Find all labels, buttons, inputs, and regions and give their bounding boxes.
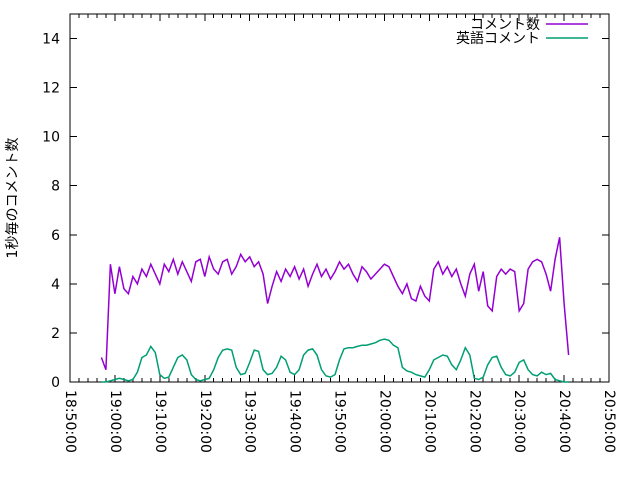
y-tick-label: 14 xyxy=(42,32,60,48)
y-tick-label: 8 xyxy=(51,179,60,195)
legend-label: コメント数 xyxy=(470,17,540,33)
x-tick-label: 19:30:00 xyxy=(242,390,258,453)
x-tick-label: 19:20:00 xyxy=(197,390,213,453)
x-tick-label: 19:10:00 xyxy=(152,390,168,453)
legend-label: 英語コメント xyxy=(456,30,540,47)
x-tick-label: 20:20:00 xyxy=(466,390,482,453)
y-tick-label: 6 xyxy=(51,228,60,244)
series-line-english-comments xyxy=(101,338,569,383)
x-tick-label: 19:00:00 xyxy=(107,390,123,453)
y-tick-label: 10 xyxy=(42,130,60,146)
y-tick-label: 2 xyxy=(51,326,60,342)
x-tick-label: 20:10:00 xyxy=(421,390,437,453)
x-tick-label: 20:40:00 xyxy=(556,390,572,453)
x-tick-label: 19:50:00 xyxy=(332,390,348,453)
series-line-comments xyxy=(100,237,570,370)
y-axis-title: 1秒毎のコメント数 xyxy=(5,138,21,259)
x-tick-label: 18:50:00 xyxy=(62,390,78,453)
x-tick-label: 20:00:00 xyxy=(376,390,392,453)
tick-labels: 18:50:00 19:00:00 19:10:00 19:20:00 19:30:00… xyxy=(42,32,617,453)
x-tick-label: 20:50:00 xyxy=(601,390,617,453)
x-tick-label: 20:30:00 xyxy=(511,390,527,453)
x-tick-label: 19:40:00 xyxy=(287,390,303,453)
y-tick-label: 12 xyxy=(42,81,60,97)
y-tick-label: 0 xyxy=(51,375,60,391)
y-tick-label: 4 xyxy=(51,277,60,293)
axes xyxy=(69,13,610,383)
